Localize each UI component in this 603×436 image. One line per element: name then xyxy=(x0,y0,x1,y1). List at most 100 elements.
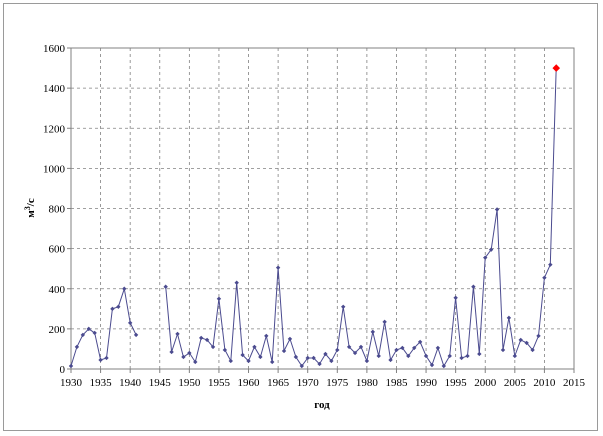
data-point xyxy=(524,340,529,346)
data-point xyxy=(494,207,500,212)
x-tick-label: 2005 xyxy=(504,377,527,389)
data-point xyxy=(453,295,458,300)
data-point xyxy=(122,286,127,291)
grid xyxy=(71,47,574,369)
x-tick-label: 1980 xyxy=(356,377,379,389)
data-point xyxy=(133,332,139,338)
series-line xyxy=(70,288,137,367)
x-tick-label: 2015 xyxy=(563,377,586,389)
data-point xyxy=(441,363,447,369)
data-point xyxy=(92,330,97,336)
data-point xyxy=(98,357,103,363)
data-point xyxy=(429,362,435,368)
data-point xyxy=(127,320,133,326)
data-point xyxy=(299,363,304,369)
data-point xyxy=(465,353,470,359)
data-point xyxy=(370,329,375,335)
data-point xyxy=(417,339,423,345)
data-point xyxy=(264,333,269,339)
data-point xyxy=(116,304,121,310)
x-tick-labels: 1930 1935 1940 1945 1950 1955 1960 1965 1970 1975… xyxy=(60,369,586,389)
x-tick-label: 1940 xyxy=(119,377,142,389)
x-tick-label: 1995 xyxy=(445,377,468,389)
data-point xyxy=(104,355,109,361)
x-tick-label: 1945 xyxy=(149,377,172,389)
data-point xyxy=(287,336,293,342)
data-point xyxy=(246,358,251,364)
data-point xyxy=(400,345,405,351)
data-point xyxy=(204,337,210,343)
x-tick-label: 1930 xyxy=(60,377,83,389)
data-point xyxy=(222,347,228,353)
y-tick-label: 800 xyxy=(49,204,66,216)
data-point xyxy=(536,333,541,339)
data-point xyxy=(335,347,340,353)
highlight-layer xyxy=(552,64,561,72)
data-point xyxy=(512,353,518,359)
data-point xyxy=(228,358,233,364)
data-point xyxy=(346,344,352,350)
data-point xyxy=(447,353,452,359)
data-point xyxy=(293,354,299,360)
data-point xyxy=(358,344,364,350)
y-tick-label: 1400 xyxy=(43,83,66,95)
x-tick-label: 2000 xyxy=(474,377,497,389)
data-point xyxy=(542,275,547,280)
y-tick-label: 400 xyxy=(49,284,66,296)
data-point xyxy=(500,347,506,353)
data-point xyxy=(175,331,180,337)
data-point xyxy=(548,262,553,267)
data-point xyxy=(477,351,482,357)
x-tick-label: 1975 xyxy=(326,377,349,389)
y-tick-label: 0 xyxy=(60,364,66,376)
data-point xyxy=(187,350,192,356)
data-point xyxy=(74,344,80,350)
data-point xyxy=(488,247,494,252)
y-axis-title-sup: 3 xyxy=(23,206,32,210)
data-point xyxy=(216,296,222,301)
data-point xyxy=(364,358,370,364)
data-point xyxy=(388,357,393,363)
data-point xyxy=(198,335,204,341)
data-point xyxy=(341,304,346,310)
y-axis-title: м3/с xyxy=(23,198,37,218)
data-point xyxy=(459,355,464,361)
series-line xyxy=(165,68,557,368)
data-point xyxy=(234,280,239,285)
data-point xyxy=(275,265,281,270)
data-point xyxy=(163,284,168,289)
data-point xyxy=(394,347,399,353)
data-point xyxy=(471,284,476,289)
data-point xyxy=(270,359,275,365)
y-tick-label: 1000 xyxy=(43,163,66,175)
data-point xyxy=(406,353,411,359)
y-axis-title-main: м xyxy=(25,210,37,218)
data-point xyxy=(240,352,245,358)
x-tick-label: 1950 xyxy=(178,377,201,389)
x-tick-label: 1970 xyxy=(297,377,320,389)
highlight-point xyxy=(552,64,561,72)
x-axis-title: год xyxy=(314,399,330,411)
data-point xyxy=(506,315,512,321)
data-point xyxy=(530,347,535,353)
data-point xyxy=(376,353,381,359)
x-tick-label: 1955 xyxy=(208,377,231,389)
data-point xyxy=(412,345,417,351)
data-point xyxy=(252,344,257,350)
y-axis-title-tail: /с xyxy=(25,198,37,207)
y-tick-label: 200 xyxy=(49,324,66,336)
data-point xyxy=(181,354,186,360)
data-point xyxy=(169,349,174,355)
data-point xyxy=(281,348,287,354)
x-tick-label: 1965 xyxy=(267,377,290,389)
y-tick-label: 600 xyxy=(49,244,66,256)
data-point xyxy=(258,354,263,360)
y-tick-label: 1600 xyxy=(43,43,66,55)
data-point xyxy=(68,363,74,369)
x-tick-label: 1960 xyxy=(238,377,261,389)
y-tick-labels: 0 200 400 600 800 1000 1200 1400 1600 xyxy=(43,43,71,376)
data-point xyxy=(86,326,91,332)
data-point xyxy=(518,337,523,343)
data-point xyxy=(110,306,115,312)
